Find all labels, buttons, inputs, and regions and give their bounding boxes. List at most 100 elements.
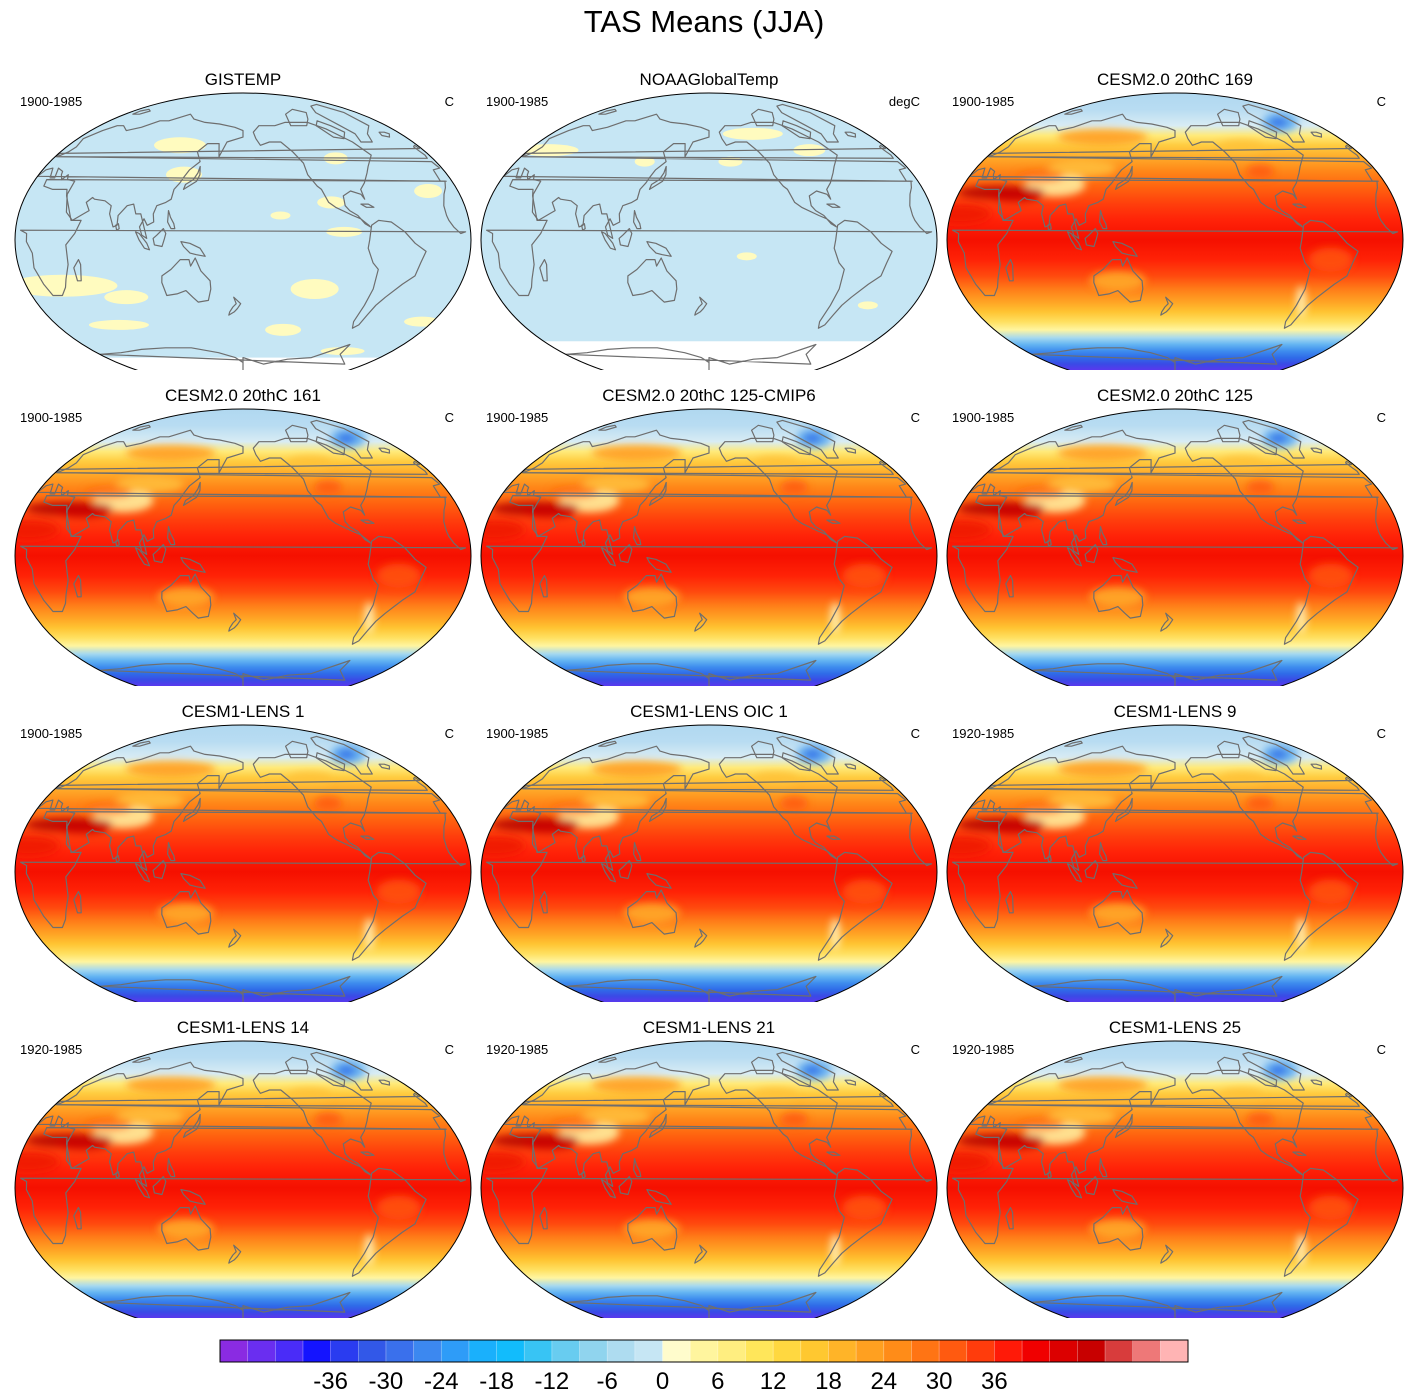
coastline-japan: [182, 481, 201, 506]
coastline-north-america: [252, 1069, 372, 1176]
coastline-uk: [521, 144, 894, 159]
coastline-south-america: [351, 535, 427, 645]
coastline-svalbard: [1064, 424, 1083, 431]
coastline-antarctica: [99, 1291, 351, 1318]
anomaly-patch: [623, 586, 680, 607]
anomaly-patch: [55, 505, 112, 518]
anomaly-patch: [582, 791, 651, 810]
anomaly-patch: [337, 433, 356, 444]
coastline-sri-lanka: [1047, 1171, 1052, 1179]
warm-patch: [317, 196, 346, 209]
coastline-madagascar: [73, 891, 82, 914]
coastline-africa: [20, 1127, 467, 1245]
coastline-japan: [182, 1113, 201, 1138]
panel-title: CESM2.0 20thC 125-CMIP6: [602, 386, 816, 405]
colorbar-tick-label: 30: [926, 1368, 953, 1395]
coastline-new-guinea: [646, 557, 672, 573]
coastline-caribbean: [1292, 835, 1307, 840]
anomaly-patch: [157, 1218, 214, 1239]
anomaly-patch: [337, 1065, 356, 1076]
coastline-caribbean: [1292, 1151, 1307, 1156]
coastline-australia: [627, 257, 678, 303]
units-label: C: [444, 94, 454, 109]
regional-anomalies: [15, 744, 421, 951]
map-border: [946, 408, 1404, 686]
coastlines: [952, 419, 1399, 686]
coastline-japan: [648, 1113, 667, 1138]
coastline-caribbean: [360, 835, 375, 840]
coastline-japan: [1114, 797, 1133, 822]
coastline-new-guinea: [1112, 557, 1138, 573]
anomaly-patch: [1048, 159, 1117, 178]
coastline-antarctica: [565, 975, 817, 1002]
coastline-madagascar: [539, 575, 548, 598]
anomaly-patch: [55, 1137, 112, 1150]
coastline-borneo: [152, 1176, 167, 1196]
warm-patch: [88, 319, 149, 330]
anomaly-patch: [376, 1195, 421, 1220]
coastline-sumatra: [1066, 547, 1083, 567]
coastline-north-america: [718, 121, 838, 228]
anomaly-patch: [376, 563, 421, 588]
coastline-greenland: [1242, 419, 1305, 459]
warm-patch: [414, 184, 443, 198]
anomaly-patch: [987, 505, 1044, 518]
warm-patch: [722, 127, 783, 140]
coastline-arctic-islands: [285, 108, 309, 127]
anomaly-patch: [947, 203, 991, 224]
panel-title: CESM2.0 20thC 169: [1097, 70, 1253, 89]
coastline-north-america: [252, 121, 372, 228]
colorbar-swatch: [1132, 1340, 1161, 1362]
coastline-baffin: [1247, 1068, 1278, 1088]
colorbar-swatch: [717, 1340, 746, 1362]
coastline-madagascar: [1005, 259, 1014, 282]
coastline-south-america: [351, 219, 427, 329]
coastline-arctic-islands: [1217, 740, 1241, 759]
coastline-africa: [486, 1127, 933, 1245]
colorbar-swatch: [1049, 1340, 1078, 1362]
period-label: 1900-1985: [486, 726, 549, 741]
coastline-sri-lanka: [1047, 539, 1052, 547]
coastline-south-america: [817, 851, 893, 961]
coastline-baffin: [315, 120, 346, 140]
coastline-svalbard: [132, 740, 151, 747]
colorbar-tick-label: -6: [597, 1368, 618, 1395]
coastline-sri-lanka: [1047, 223, 1052, 231]
colorbar-swatch: [496, 1340, 525, 1362]
anomaly-patch: [1219, 771, 1264, 786]
coastline-iceland: [378, 131, 391, 138]
coastline-new-zealand: [694, 612, 708, 632]
coastline-new-zealand: [1160, 928, 1174, 948]
coastline-antarctica: [99, 975, 351, 1002]
anomaly-patch: [314, 480, 343, 495]
coastline-madagascar: [539, 1207, 548, 1230]
coastline-japan: [1114, 165, 1133, 190]
coastlines: [486, 1051, 933, 1318]
anomaly-patch: [1269, 749, 1288, 760]
coastline-new-zealand: [694, 1244, 708, 1264]
coastline-caribbean: [360, 203, 375, 208]
coastline-madagascar: [73, 575, 82, 598]
coastline-antarctica: [1031, 659, 1283, 686]
coastline-australia: [161, 257, 212, 303]
anomaly-patch: [1246, 1112, 1275, 1127]
coastline-arctic-islands: [1217, 424, 1241, 443]
coastline-new-guinea: [646, 241, 672, 257]
panel-title: CESM1-LENS 9: [1113, 702, 1237, 721]
map-plot: [480, 1040, 938, 1318]
colorbar-swatch: [413, 1340, 442, 1362]
colorbar-swatch: [551, 1340, 580, 1362]
coastline-svalbard: [1064, 1056, 1083, 1063]
coastline-japan: [648, 165, 667, 190]
coastline-sumatra: [600, 231, 617, 251]
coastline-antarctica: [99, 659, 351, 686]
period-label: 1920-1985: [952, 726, 1015, 741]
coastline-south-america: [817, 535, 893, 645]
map-border: [14, 92, 472, 370]
coastline-africa: [952, 179, 1399, 297]
coastline-south-america: [1283, 1167, 1359, 1277]
warm-patch: [290, 279, 339, 299]
coastline-new-zealand: [1160, 1244, 1174, 1264]
coastline-madagascar: [539, 891, 548, 914]
anomaly-patch: [521, 821, 578, 834]
